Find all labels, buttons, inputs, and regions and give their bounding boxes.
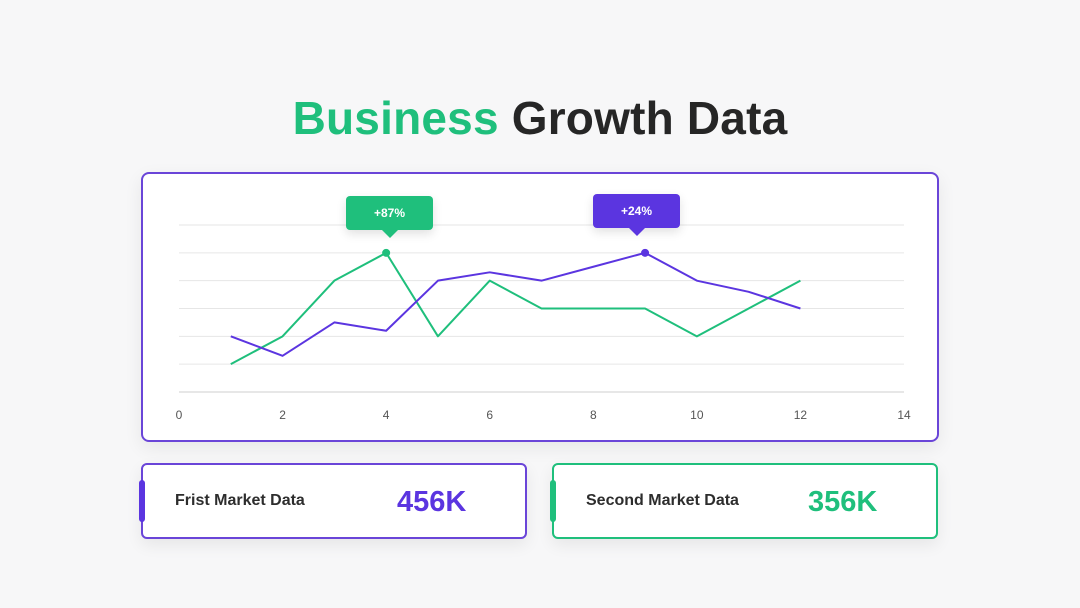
x-tick-label: 10 [690, 408, 704, 422]
card-value: 356K [808, 486, 878, 518]
chart-card: 0 2 4 6 8 10 12 14 +87% +24% [141, 172, 939, 442]
x-tick-label: 12 [794, 408, 808, 422]
card-label: Frist Market Data [175, 492, 305, 509]
annotation-point-0 [382, 248, 391, 257]
card-accent-bar [550, 480, 556, 522]
card-value: 456K [397, 486, 467, 518]
annotation-point-1 [641, 248, 650, 257]
x-tick-label: 2 [279, 408, 286, 422]
line-chart: 0 2 4 6 8 10 12 14 [176, 224, 911, 422]
series-line-1 [230, 251, 801, 357]
x-tick-label: 4 [383, 408, 390, 422]
second-market-card: Second Market Data 356K [550, 463, 938, 539]
x-tick-label: 8 [590, 408, 597, 422]
markers [382, 248, 650, 257]
series-line-0 [230, 251, 801, 366]
title-accent: Business [292, 92, 499, 144]
first-market-card: Frist Market Data 456K [139, 463, 527, 539]
x-tick-label: 6 [486, 408, 493, 422]
series [230, 251, 801, 366]
x-axis: 0 2 4 6 8 10 12 14 [176, 408, 911, 422]
card-accent-bar [139, 480, 145, 522]
card-label: Second Market Data [586, 492, 739, 509]
x-tick-label: 14 [897, 408, 911, 422]
page-title: Business Growth Data [0, 86, 1080, 150]
title-rest: Growth Data [511, 92, 788, 144]
callout-green: +87% [346, 196, 433, 238]
callout-purple: +24% [593, 194, 680, 236]
x-tick-label: 0 [176, 408, 183, 422]
